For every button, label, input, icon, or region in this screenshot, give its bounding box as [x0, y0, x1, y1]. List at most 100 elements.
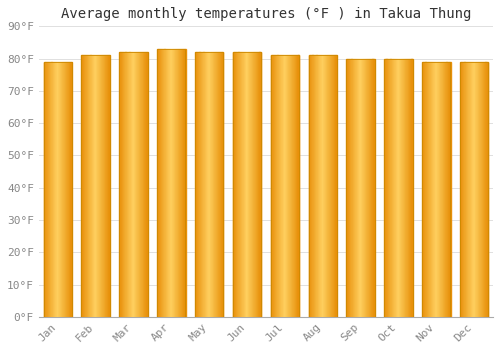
Bar [352, 58, 353, 317]
Bar [476, 62, 477, 317]
Bar [120, 52, 121, 317]
Bar [320, 55, 321, 317]
Bar [392, 58, 393, 317]
Bar [461, 62, 462, 317]
Bar [433, 62, 434, 317]
Bar [85, 55, 86, 317]
Bar [57, 62, 58, 317]
Bar [384, 58, 412, 317]
Bar [487, 62, 488, 317]
Bar [322, 55, 324, 317]
Bar [358, 58, 359, 317]
Bar [173, 49, 174, 317]
Bar [82, 55, 110, 317]
Bar [47, 62, 48, 317]
Bar [272, 55, 273, 317]
Bar [234, 52, 235, 317]
Bar [211, 52, 212, 317]
Bar [410, 58, 411, 317]
Bar [176, 49, 177, 317]
Bar [106, 55, 107, 317]
Bar [428, 62, 429, 317]
Bar [53, 62, 54, 317]
Bar [430, 62, 431, 317]
Bar [259, 52, 260, 317]
Bar [255, 52, 256, 317]
Bar [309, 55, 310, 317]
Bar [60, 62, 61, 317]
Bar [83, 55, 84, 317]
Bar [282, 55, 283, 317]
Bar [238, 52, 239, 317]
Bar [58, 62, 59, 317]
Bar [63, 62, 64, 317]
Bar [472, 62, 473, 317]
Bar [277, 55, 278, 317]
Bar [431, 62, 432, 317]
Bar [199, 52, 200, 317]
Bar [335, 55, 336, 317]
Bar [290, 55, 291, 317]
Bar [159, 49, 160, 317]
Bar [178, 49, 180, 317]
Bar [253, 52, 254, 317]
Bar [260, 52, 261, 317]
Bar [223, 52, 224, 317]
Bar [429, 62, 430, 317]
Bar [251, 52, 252, 317]
Bar [125, 52, 126, 317]
Bar [354, 58, 355, 317]
Title: Average monthly temperatures (°F ) in Takua Thung: Average monthly temperatures (°F ) in Ta… [60, 7, 471, 21]
Bar [138, 52, 139, 317]
Bar [82, 55, 83, 317]
Bar [365, 58, 366, 317]
Bar [66, 62, 67, 317]
Bar [198, 52, 199, 317]
Bar [131, 52, 132, 317]
Bar [442, 62, 443, 317]
Bar [438, 62, 439, 317]
Bar [55, 62, 56, 317]
Bar [486, 62, 487, 317]
Bar [334, 55, 335, 317]
Bar [48, 62, 50, 317]
Bar [87, 55, 88, 317]
Bar [216, 52, 217, 317]
Bar [221, 52, 222, 317]
Bar [434, 62, 435, 317]
Bar [331, 55, 332, 317]
Bar [179, 49, 180, 317]
Bar [196, 52, 198, 317]
Bar [143, 52, 144, 317]
Bar [310, 55, 311, 317]
Bar [207, 52, 208, 317]
Bar [142, 52, 143, 317]
Bar [210, 52, 211, 317]
Bar [370, 58, 371, 317]
Bar [146, 52, 147, 317]
Bar [107, 55, 108, 317]
Bar [361, 58, 362, 317]
Bar [316, 55, 317, 317]
Bar [351, 58, 352, 317]
Bar [185, 49, 186, 317]
Bar [214, 52, 215, 317]
Bar [258, 52, 259, 317]
Bar [390, 58, 391, 317]
Bar [51, 62, 52, 317]
Bar [69, 62, 70, 317]
Bar [239, 52, 240, 317]
Bar [356, 58, 357, 317]
Bar [205, 52, 206, 317]
Bar [270, 55, 272, 317]
Bar [212, 52, 213, 317]
Bar [52, 62, 53, 317]
Bar [122, 52, 124, 317]
Bar [275, 55, 276, 317]
Bar [466, 62, 468, 317]
Bar [422, 62, 424, 317]
Bar [64, 62, 65, 317]
Bar [398, 58, 399, 317]
Bar [94, 55, 95, 317]
Bar [294, 55, 295, 317]
